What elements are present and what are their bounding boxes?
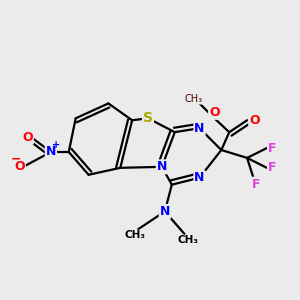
Text: F: F	[268, 161, 277, 174]
Text: N: N	[194, 171, 205, 184]
Text: F: F	[268, 142, 277, 154]
Text: CH₃: CH₃	[177, 235, 198, 245]
Text: F: F	[252, 178, 261, 191]
Text: O: O	[209, 106, 220, 119]
Text: O: O	[14, 160, 25, 173]
Text: S: S	[143, 111, 153, 125]
Text: N: N	[160, 205, 170, 218]
Text: O: O	[249, 114, 260, 127]
Text: CH₃: CH₃	[184, 94, 203, 104]
Text: N: N	[194, 122, 205, 135]
Text: CH₃: CH₃	[124, 230, 146, 240]
Text: O: O	[22, 130, 33, 144]
Text: +: +	[52, 140, 60, 150]
Text: N: N	[46, 146, 56, 158]
Text: −: −	[11, 153, 21, 166]
Text: N: N	[157, 160, 167, 173]
